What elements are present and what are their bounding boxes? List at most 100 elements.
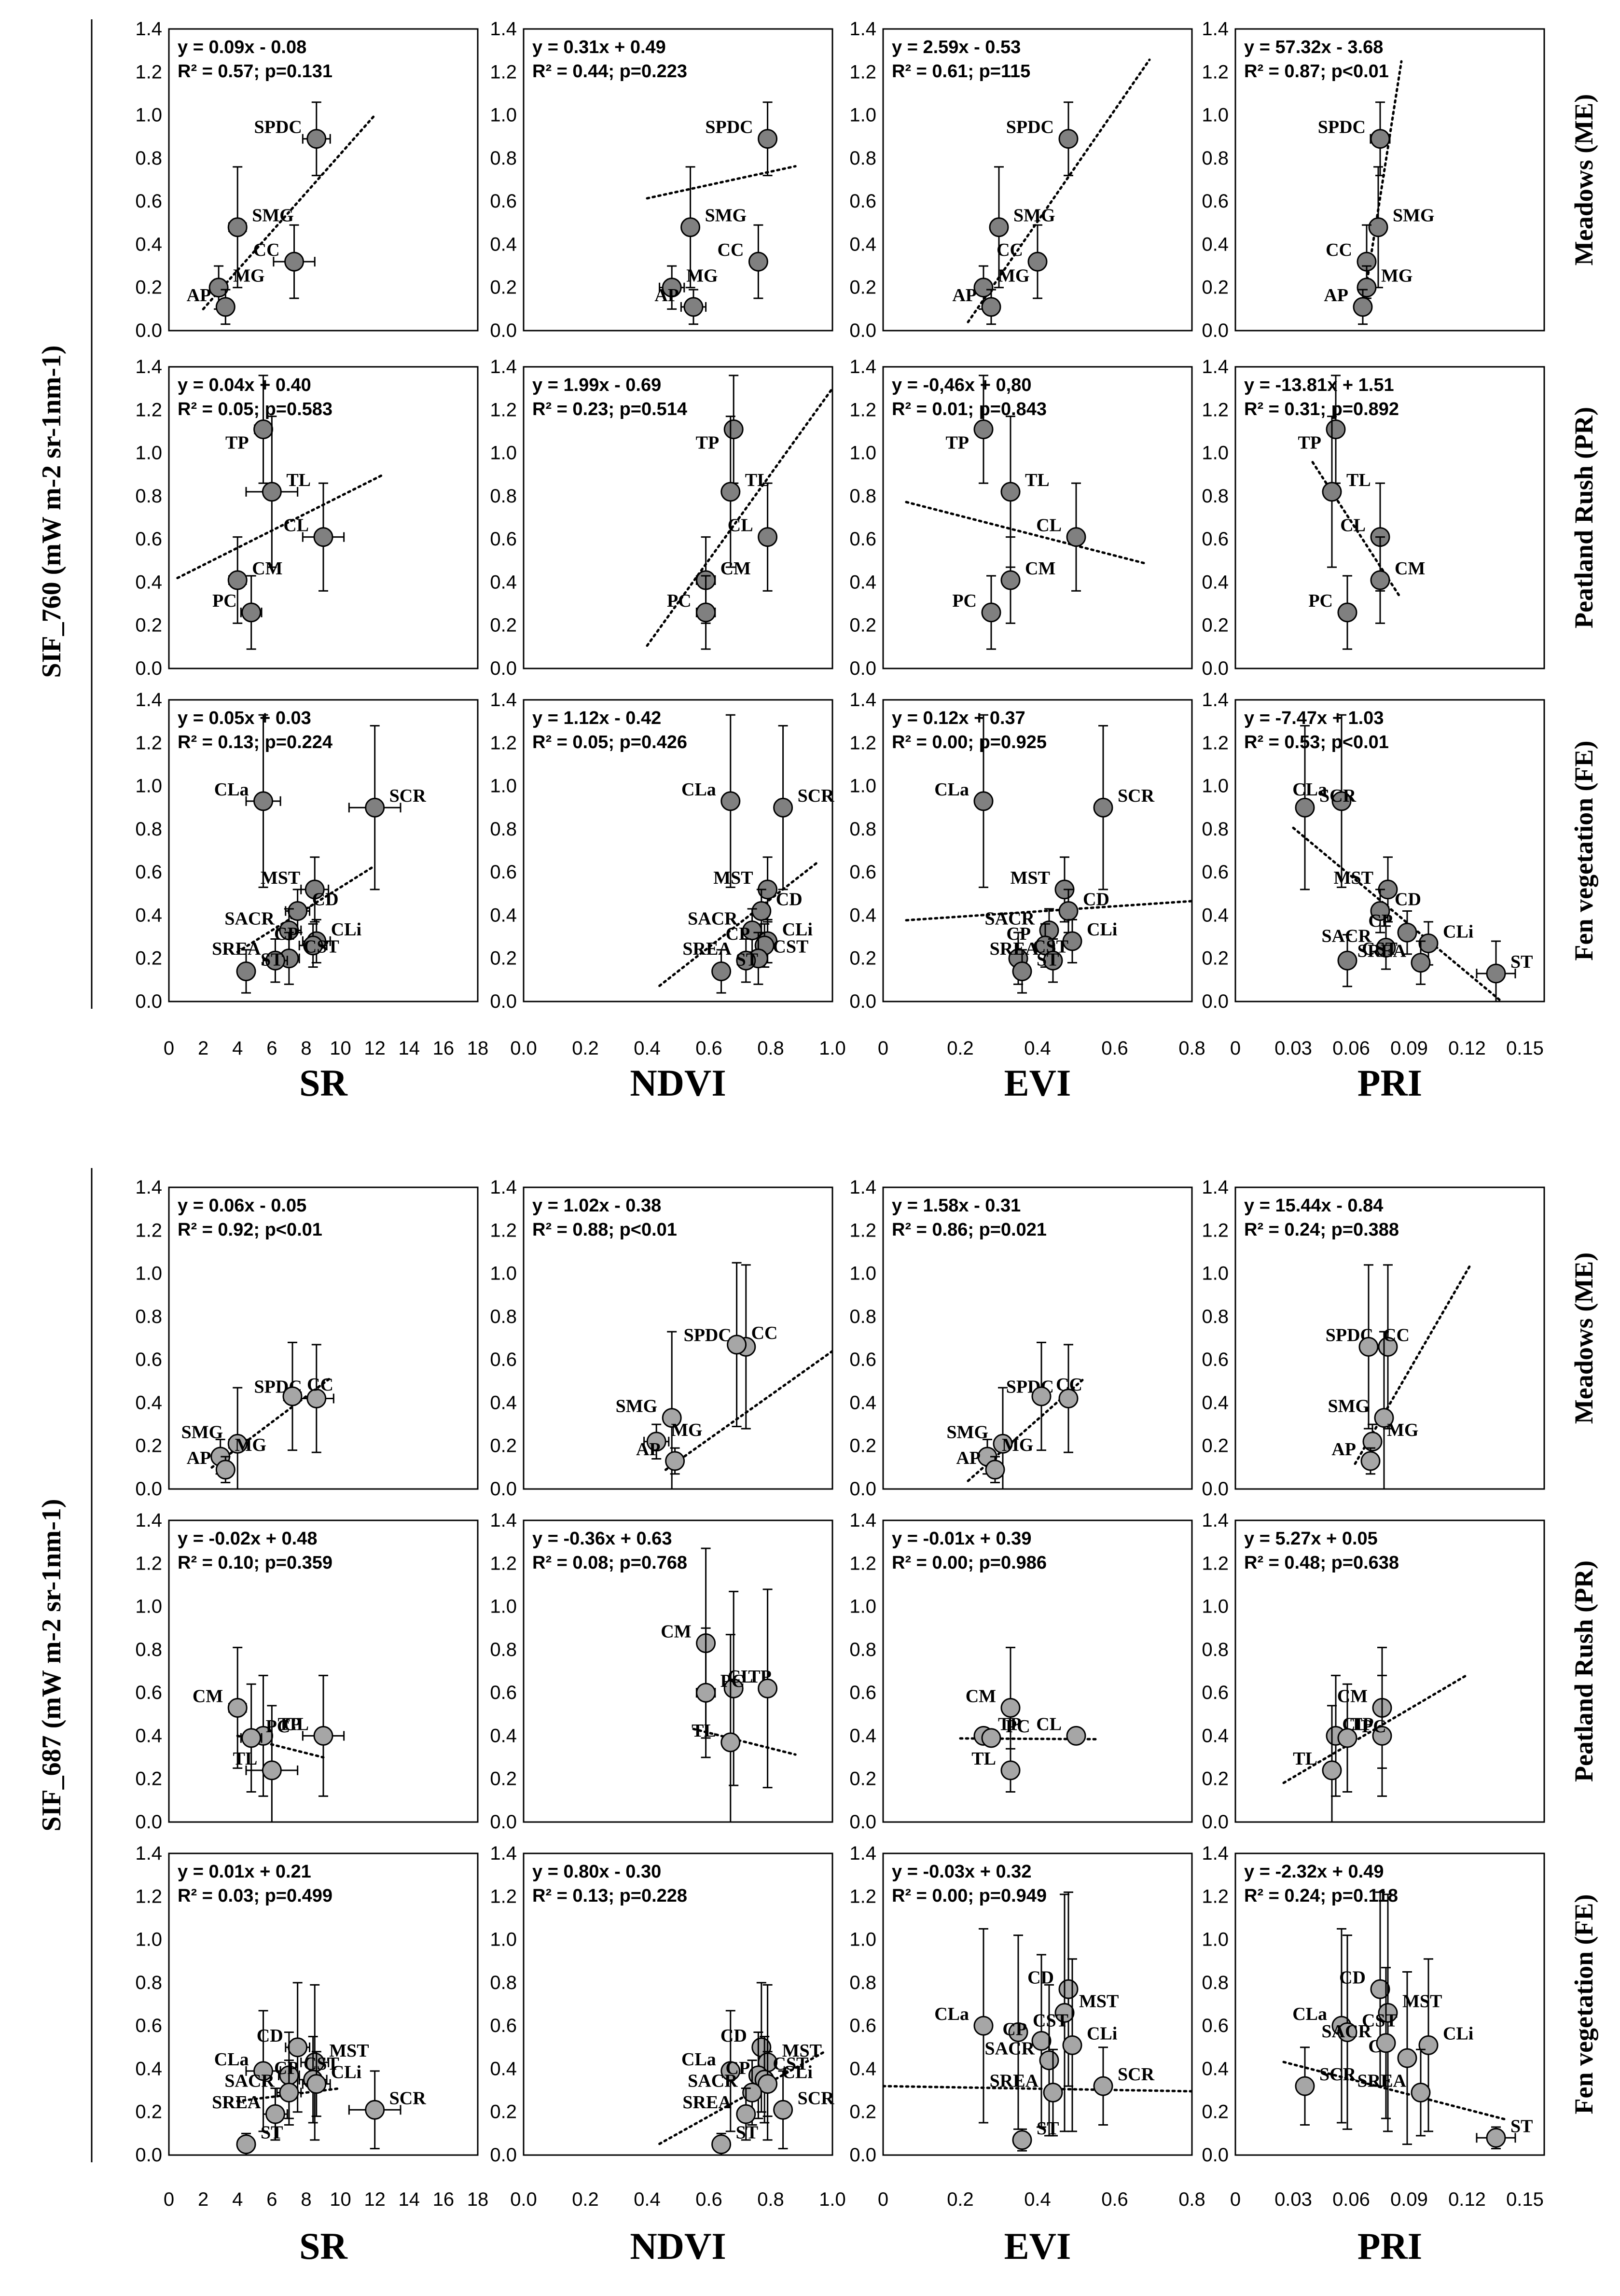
y-tick-label: 0.0 (490, 1811, 517, 1833)
regression-stats: R² = 0.10; p=0.359 (178, 1553, 332, 1573)
panel-ndvi-row1: 0.0 0.2 0.4 0.6 0.8 1.0 1.2 1.4 y = 1.02x - 0.38… (490, 1177, 833, 1500)
y-tick-label: 0.4 (1202, 904, 1229, 926)
y-tick-label: 0.0 (849, 658, 876, 679)
y-tick-label: 1.4 (849, 1510, 876, 1531)
y-tick-label: 1.4 (849, 1843, 876, 1864)
y-tick-label: 0.8 (490, 1306, 517, 1327)
point-label: CLa (934, 2004, 969, 2024)
data-point (305, 879, 325, 900)
point-label: TL (971, 1749, 996, 1769)
x-axis-title: SR (299, 1062, 348, 1104)
data-point-group (253, 375, 274, 484)
data-point (1039, 2050, 1059, 2071)
panel-frame (1234, 28, 1545, 332)
data-point (1486, 2128, 1506, 2148)
point-label: MG (1381, 266, 1412, 286)
point-label: CLi (1443, 921, 1473, 942)
y-tick-label: 0.2 (135, 277, 162, 298)
y-tick-label: 0.4 (849, 1725, 876, 1746)
data-point (288, 901, 308, 921)
trend-line (646, 165, 797, 200)
point-label: CL (283, 515, 309, 536)
chart-block-1: SIF_760 (mW m-2 sr-1nm-1) Meadows (ME) 0.0… (37, 18, 1598, 1104)
point-label: SMG (1328, 1396, 1370, 1417)
y-tick-label: 1.0 (849, 776, 876, 797)
data-point-group (973, 714, 994, 888)
trend-line (692, 1727, 797, 1756)
y-tick-label: 0.4 (849, 234, 876, 255)
data-point-group (276, 908, 302, 953)
data-point-group (665, 1447, 685, 1475)
x-tick-label: 6 (266, 1038, 277, 1059)
x-tick-label: 0.4 (634, 1038, 661, 1059)
y-tick-label: 1.4 (1202, 1510, 1229, 1531)
y-tick-label: 1.0 (490, 443, 517, 464)
x-tick-label: 12 (364, 1038, 386, 1059)
x-tick-label: 8 (301, 1038, 311, 1059)
point-label: AP (956, 1448, 981, 1468)
data-point-group (1397, 910, 1417, 955)
x-tick-label: 0.2 (947, 1038, 974, 1059)
regression-stats: R² = 0.87; p<0.01 (1244, 61, 1389, 82)
row-title: Fen vegetation (FE) (1569, 741, 1598, 961)
data-point-group (993, 1387, 1013, 1489)
y-tick-label: 0.4 (490, 1392, 517, 1413)
x-tick-label: 0.12 (1448, 1038, 1486, 1059)
point-label: CC (1383, 1325, 1410, 1345)
point-label: SREA (212, 2092, 261, 2113)
point-label: CLa (681, 779, 716, 800)
x-tick-label: 0 (1230, 1038, 1241, 1059)
data-point (1000, 1760, 1021, 1781)
y-tick-label: 0.8 (490, 1639, 517, 1660)
point-label: CC (1056, 1375, 1082, 1395)
y-tick-label: 1.0 (135, 443, 162, 464)
point-label: SMG (705, 206, 747, 226)
point-label: MST (1079, 1991, 1119, 2011)
point-label: PC (266, 1716, 291, 1737)
regression-stats: R² = 0.31; p=0.892 (1244, 399, 1399, 419)
data-point-group (245, 714, 281, 888)
x-axis-title: NDVI (630, 1062, 726, 1104)
data-point (1370, 129, 1390, 149)
point-label: SCR (1118, 2064, 1155, 2085)
point-label: ST (736, 950, 758, 970)
data-point-group (680, 166, 701, 289)
data-point-group (1295, 2046, 1315, 2126)
panel-pri-row3: 0.0 0.2 0.4 0.6 0.8 1.0 1.2 1.4 0 0.03 0.06 0.09 0.1… (1202, 689, 1545, 1104)
data-point-group (695, 575, 716, 650)
point-label: CLi (1087, 919, 1117, 940)
point-label: SREA (682, 2092, 732, 2113)
point-label: CD (1339, 1967, 1366, 1988)
point-label: CP (726, 2058, 750, 2078)
data-point-group (240, 1683, 263, 1793)
panel-frame (882, 1519, 1193, 1823)
point-label: MST (782, 2041, 822, 2061)
y-tick-label: 0.0 (490, 1478, 517, 1500)
point-label: ST (736, 2123, 758, 2143)
x-tick-label: 18 (467, 2189, 489, 2210)
point-label: CM (193, 1686, 223, 1706)
point-label: CLa (1292, 779, 1327, 800)
data-point (1411, 2083, 1431, 2103)
data-point-group (748, 224, 768, 299)
data-point (1357, 278, 1377, 298)
data-point-group (236, 2132, 256, 2155)
point-label: CST (1033, 2011, 1068, 2031)
data-point-group (758, 2051, 778, 2117)
data-point (279, 2083, 299, 2103)
point-label: PC (1362, 1716, 1386, 1737)
y-tick-label: 0.0 (849, 2144, 876, 2166)
data-point (1326, 419, 1346, 439)
data-point-group (1093, 2046, 1113, 2126)
data-point-group (1397, 1971, 1417, 2145)
data-point (723, 419, 744, 439)
trend-line (210, 1376, 333, 1469)
data-point (1376, 2033, 1396, 2053)
y-tick-label: 0.4 (490, 904, 517, 926)
point-label: MST (1402, 1991, 1442, 2011)
data-point (1353, 297, 1373, 317)
data-point (241, 1728, 262, 1748)
y-tick-label: 1.2 (135, 61, 162, 83)
point-label: MST (329, 2041, 369, 2061)
data-point (215, 297, 235, 317)
